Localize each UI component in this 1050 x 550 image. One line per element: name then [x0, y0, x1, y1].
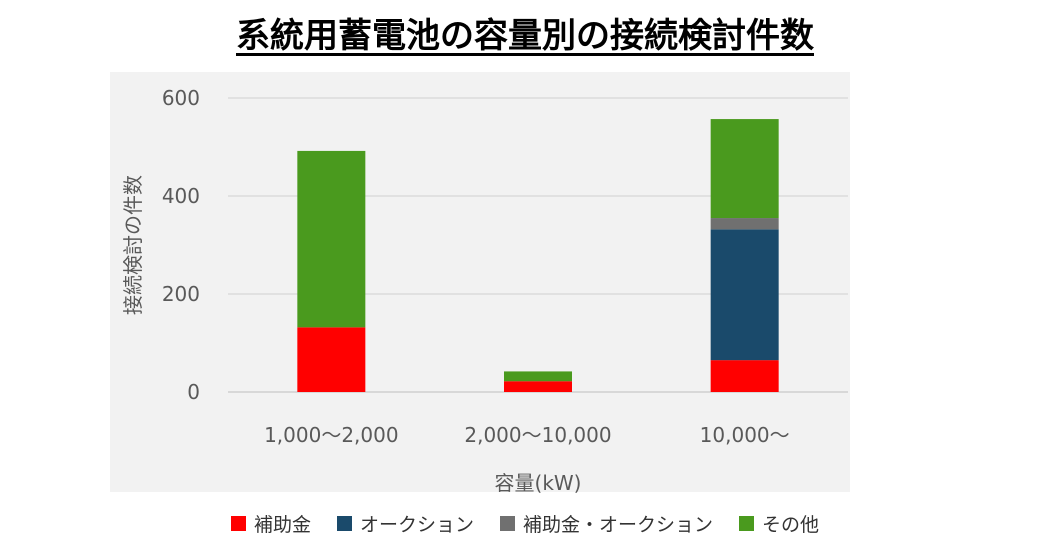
legend-item: 補助金・オークション — [500, 510, 713, 537]
y-tick-label: 400 — [162, 184, 200, 208]
bar-segment — [297, 150, 366, 328]
bar-segment — [504, 381, 572, 392]
y-axis-title: 接続検討の件数 — [121, 175, 145, 315]
legend-label: 補助金 — [253, 513, 311, 536]
x-tick-label: 1,000～2,000 — [264, 423, 399, 447]
y-tick-label: 200 — [162, 282, 200, 306]
legend-item: 補助金 — [230, 510, 311, 537]
legend-item: その他 — [739, 510, 819, 537]
chart-title: 系統用蓄電池の容量別の接続検討件数 — [236, 16, 814, 56]
y-tick-label: 0 — [187, 380, 200, 404]
x-tick-label: 10,000～ — [700, 423, 790, 447]
x-axis-title: 容量(kW) — [495, 471, 582, 495]
y-tick-label: 600 — [162, 86, 200, 110]
legend: 補助金 オークション 補助金・オークション その他 — [0, 506, 1050, 540]
legend-label: オークション — [359, 513, 474, 536]
bar-segment — [710, 119, 779, 219]
legend-swatch — [230, 515, 246, 531]
legend-swatch — [500, 515, 515, 531]
bar-segment — [710, 229, 779, 361]
bar-segment — [710, 218, 779, 230]
legend-label: その他 — [762, 513, 820, 536]
legend-swatch — [336, 515, 352, 531]
bar-segment — [710, 360, 779, 392]
legend-item: オークション — [336, 510, 474, 537]
legend-swatch — [739, 515, 755, 531]
x-tick-label: 2,000～10,000 — [464, 423, 611, 447]
bar-segment — [504, 371, 572, 382]
legend-label: 補助金・オークション — [523, 513, 714, 536]
bar-segment — [297, 327, 366, 392]
